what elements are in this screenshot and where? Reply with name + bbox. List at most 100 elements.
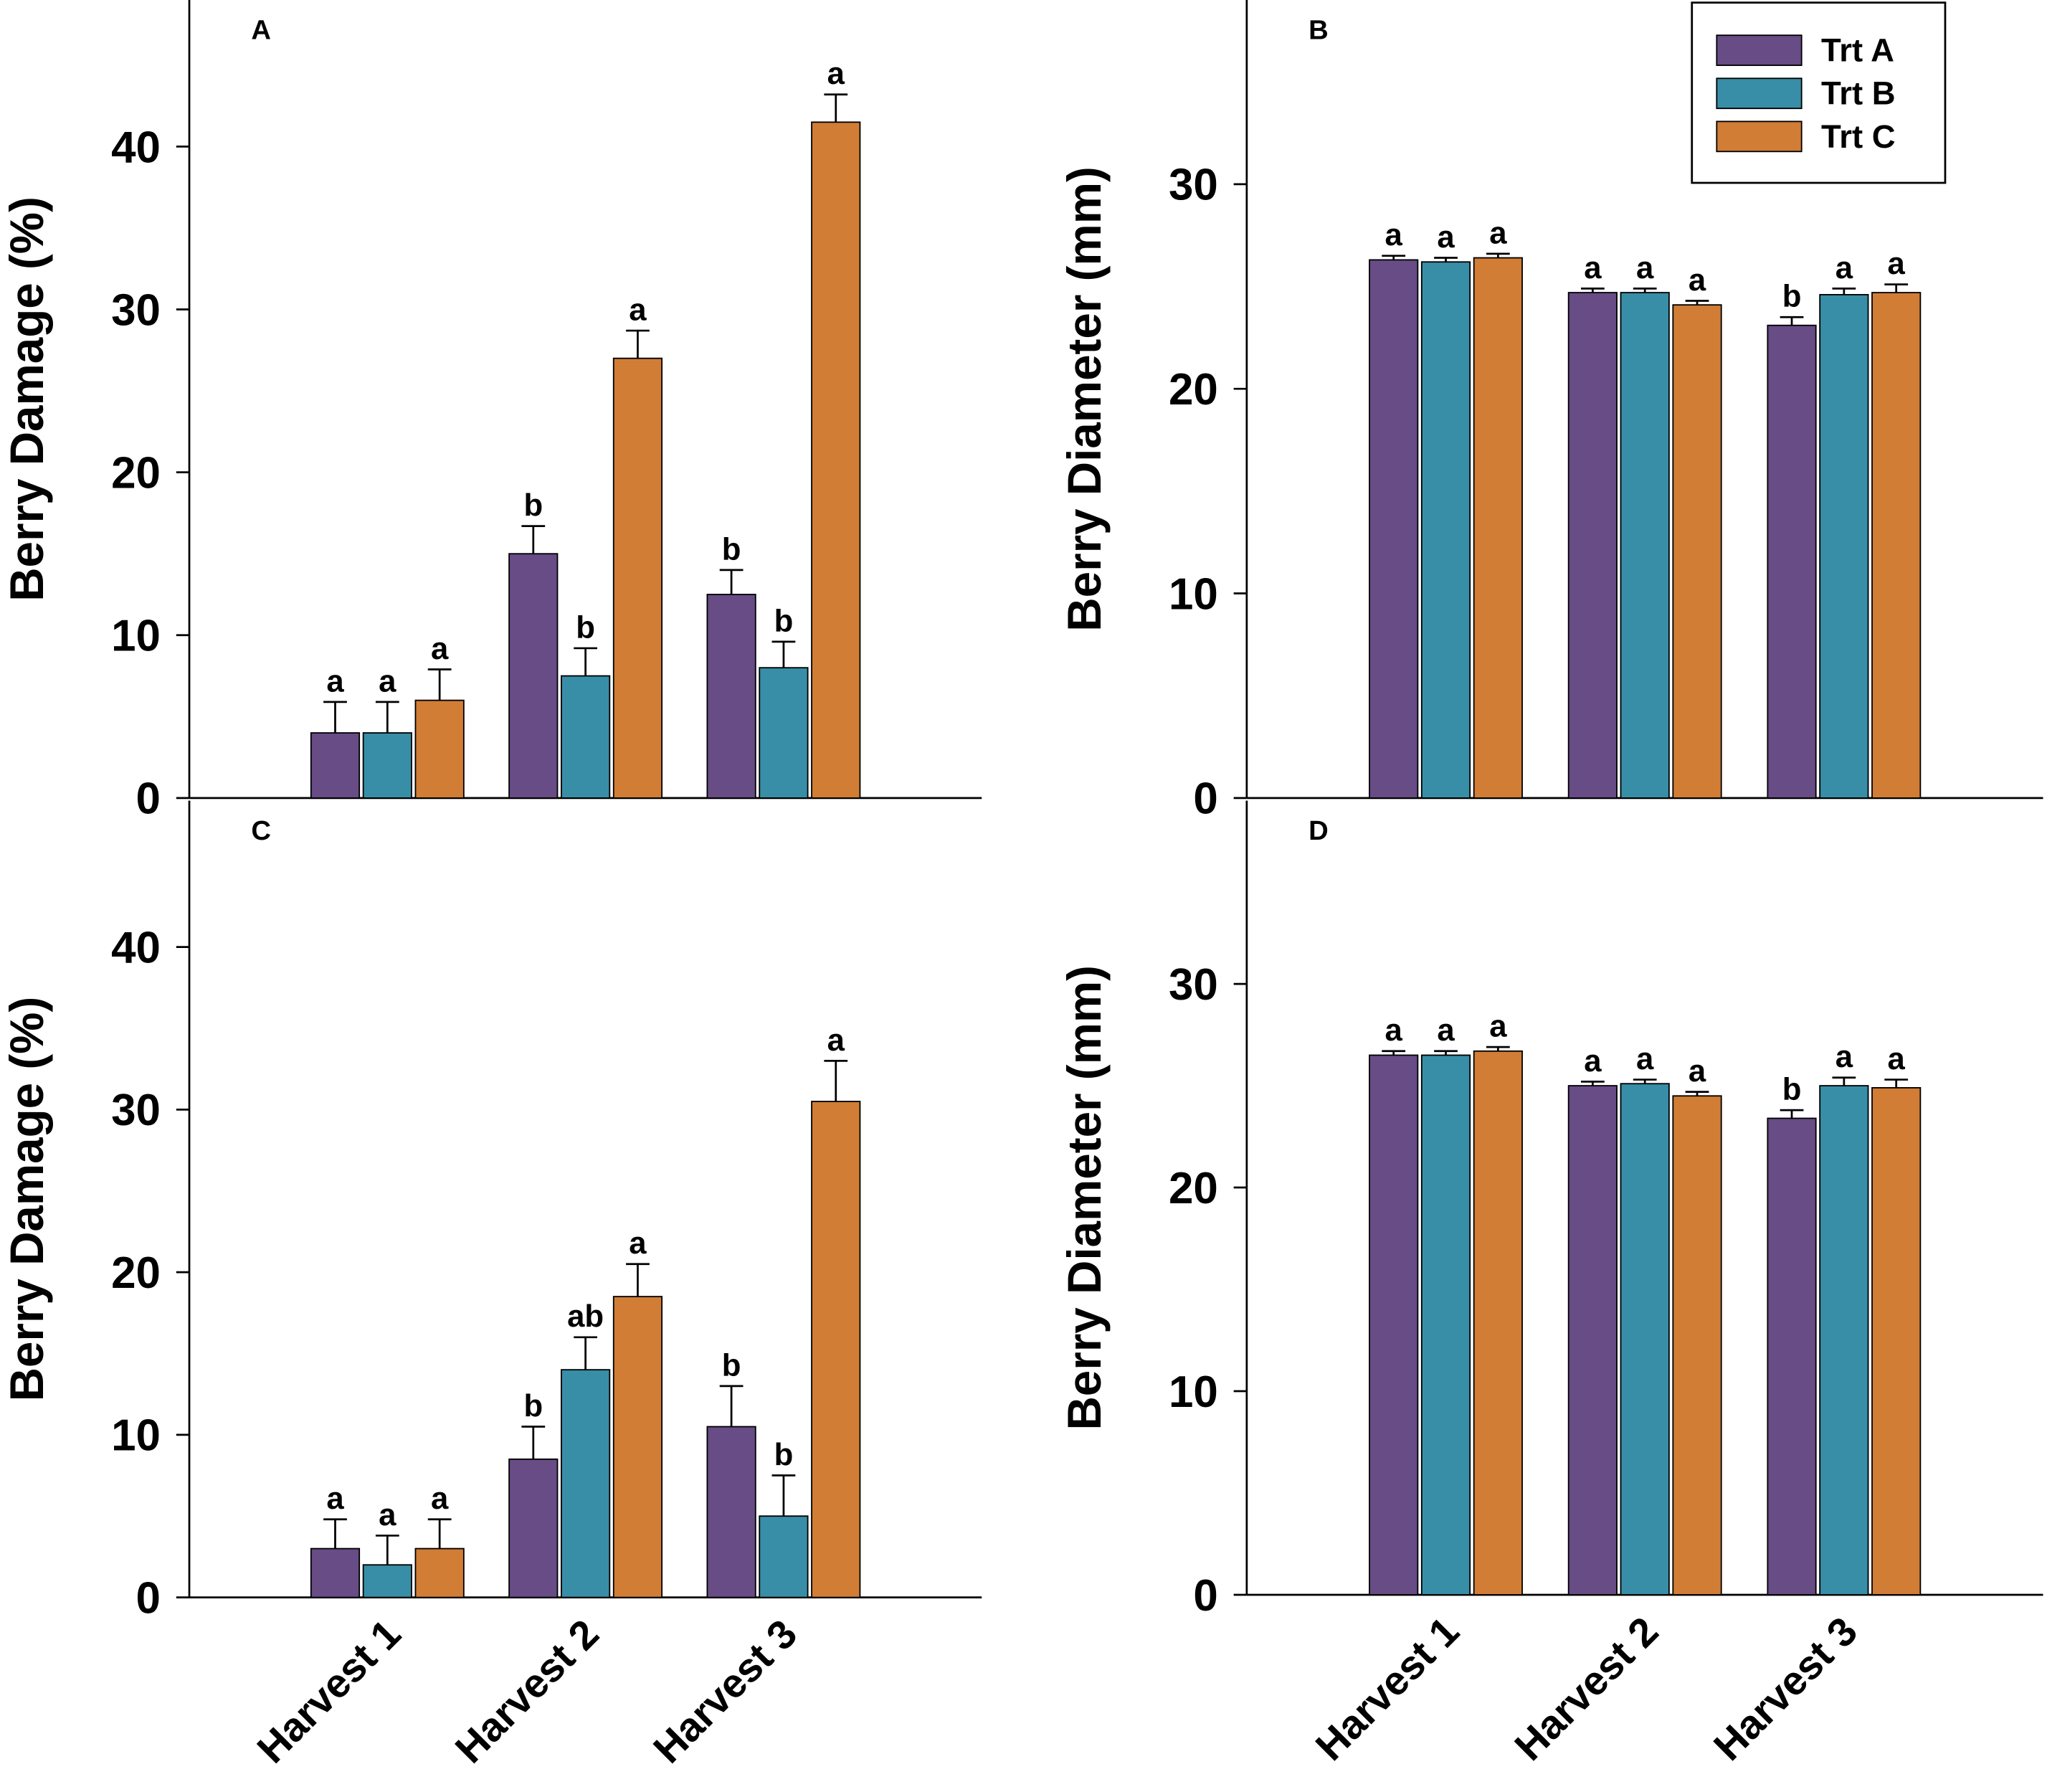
y-tick-label: 40 — [111, 923, 161, 972]
significance-letter: a — [1584, 250, 1602, 285]
significance-letter: a — [629, 292, 647, 327]
error-bar — [1884, 1078, 1909, 1088]
y-tick-label: 10 — [111, 1411, 161, 1461]
x-tick-label: Harvest 1 — [1307, 1608, 1468, 1769]
legend-label: Trt B — [1821, 75, 1896, 112]
bar — [1473, 257, 1523, 799]
error-bar — [1434, 257, 1458, 262]
error-bar — [771, 640, 796, 668]
significance-letter: a — [1689, 1053, 1706, 1089]
bar — [561, 675, 611, 799]
error-bar — [1434, 1050, 1458, 1056]
bar — [706, 1426, 756, 1598]
bar — [1420, 1054, 1471, 1596]
bar — [1871, 292, 1922, 799]
significance-letter: a — [1835, 250, 1853, 285]
y-tick-label: 0 — [136, 1573, 161, 1623]
y-tick-label: 10 — [1169, 569, 1218, 619]
bar — [1620, 292, 1670, 799]
significance-letter: a — [1437, 1013, 1455, 1048]
y-tick-label: 0 — [1193, 774, 1217, 824]
error-bar — [719, 1385, 744, 1427]
bar — [1567, 292, 1618, 799]
significance-letter: a — [1888, 1041, 1906, 1076]
error-bar — [323, 1518, 347, 1549]
bar — [1473, 1050, 1523, 1596]
significance-letter: a — [326, 663, 344, 698]
error-bar — [824, 93, 848, 123]
error-bar — [626, 1263, 650, 1297]
significance-letter: b — [774, 1437, 794, 1472]
y-tick-label: 10 — [111, 612, 161, 661]
bar — [1369, 259, 1419, 799]
significance-letter: a — [1584, 1043, 1602, 1078]
error-bar — [1382, 255, 1406, 260]
significance-letter: a — [827, 56, 845, 91]
significance-letter: a — [379, 663, 396, 698]
y-tick-label: 20 — [111, 1248, 161, 1298]
significance-letter: b — [774, 603, 794, 638]
error-bar — [824, 1059, 848, 1102]
error-bar — [771, 1474, 796, 1517]
legend-swatch — [1716, 120, 1803, 153]
x-tick-label: Harvest 1 — [248, 1611, 409, 1771]
significance-letter: a — [1636, 1041, 1654, 1076]
bar — [1672, 304, 1722, 799]
significance-letter: a — [1489, 1009, 1507, 1044]
significance-letter: a — [1636, 250, 1654, 285]
error-bar — [574, 647, 598, 676]
error-bar — [1685, 1091, 1709, 1096]
bar — [1819, 1085, 1869, 1596]
legend-swatch — [1716, 77, 1803, 110]
bar — [1767, 1117, 1817, 1596]
bar — [1420, 261, 1471, 799]
y-axis-label: Berry Diameter (mm) — [1058, 965, 1111, 1431]
legend-label: Trt A — [1821, 32, 1894, 69]
significance-letter: a — [1385, 217, 1403, 252]
bar — [362, 1564, 412, 1598]
error-bar — [1486, 252, 1510, 258]
bar — [811, 1101, 861, 1598]
significance-letter: a — [1689, 262, 1706, 298]
y-axis-label: Berry Damage (%) — [1, 997, 53, 1402]
bar — [310, 732, 361, 799]
significance-letter: a — [431, 1481, 449, 1516]
bar — [1369, 1054, 1419, 1596]
significance-letter: b — [1782, 1072, 1802, 1107]
significance-letter: a — [827, 1023, 845, 1058]
error-bar — [1580, 287, 1605, 293]
error-bar — [1832, 287, 1856, 295]
error-bar — [375, 701, 399, 734]
y-tick-label: 20 — [1169, 365, 1218, 414]
significance-letter: a — [431, 631, 449, 666]
significance-letter: a — [1888, 246, 1906, 281]
bar — [612, 357, 663, 799]
significance-letter: a — [1437, 219, 1455, 255]
bar — [811, 121, 861, 799]
bar — [310, 1547, 361, 1598]
y-tick-label: 30 — [111, 285, 161, 335]
bar — [1871, 1087, 1922, 1596]
y-tick-label: 30 — [1169, 960, 1218, 1010]
error-bar — [1832, 1076, 1856, 1086]
bar — [508, 553, 559, 799]
bar — [414, 1547, 465, 1598]
significance-letter: a — [629, 1226, 647, 1261]
bar — [508, 1458, 559, 1598]
error-bar — [574, 1336, 598, 1370]
y-tick-label: 40 — [111, 123, 161, 172]
error-bar — [1780, 316, 1804, 326]
panel-label: A — [251, 15, 271, 46]
significance-letter: a — [1385, 1013, 1403, 1048]
bar — [1767, 324, 1817, 799]
y-tick-label: 30 — [111, 1086, 161, 1135]
y-axis-label: Berry Damage (%) — [1, 196, 53, 602]
error-bar — [521, 525, 546, 554]
error-bar — [1884, 283, 1909, 293]
x-tick-label: Harvest 3 — [645, 1611, 805, 1771]
bar — [1672, 1095, 1722, 1596]
bar — [414, 699, 465, 799]
x-tick-label: Harvest 2 — [1506, 1608, 1666, 1769]
y-tick-label: 20 — [111, 448, 161, 498]
